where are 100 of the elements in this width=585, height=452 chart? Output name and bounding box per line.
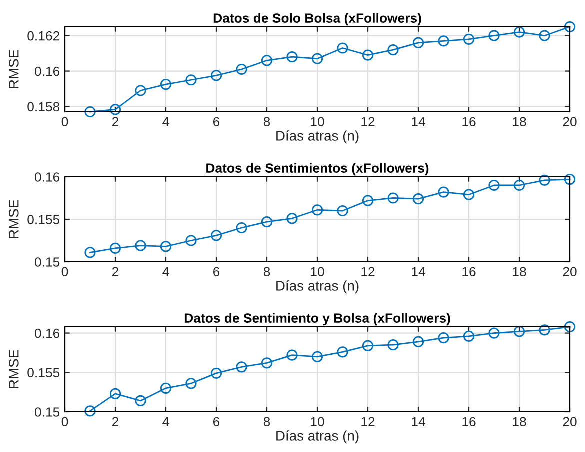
point — [236, 222, 248, 234]
point — [186, 235, 197, 246]
x-tick-label: 0 — [62, 117, 68, 127]
point — [463, 34, 475, 45]
point — [337, 205, 348, 217]
x-axis-title: Días atras (n) — [276, 430, 359, 444]
x-tick-label: 10 — [311, 117, 324, 127]
x-tick-label: 2 — [112, 417, 119, 426]
x-tick-label: 18 — [513, 417, 526, 427]
point — [337, 42, 348, 54]
x-tick-label: 0 — [62, 417, 68, 427]
x-tick-label: 4 — [162, 267, 170, 276]
point — [84, 106, 96, 118]
point — [362, 50, 374, 61]
chart-title: Datos de Solo Bolsa (xFollowers) — [214, 13, 422, 26]
point — [135, 85, 146, 96]
point — [438, 332, 450, 344]
point — [412, 37, 424, 48]
point — [160, 241, 172, 252]
x-tick-label: 4 — [162, 417, 170, 426]
y-tick-label: 0.15 — [34, 408, 60, 417]
point — [362, 195, 374, 206]
point — [286, 52, 298, 63]
point — [388, 44, 399, 56]
chart-title: Datos de Sentimientos (xFollowers) — [206, 163, 429, 176]
point — [539, 174, 550, 186]
point — [261, 55, 273, 66]
point — [186, 74, 197, 86]
point — [539, 324, 550, 336]
x-tick-label: 20 — [563, 117, 577, 127]
x-tick-label: 0 — [62, 267, 68, 277]
x-tick-label: 6 — [214, 417, 220, 427]
point — [463, 189, 475, 200]
point — [388, 340, 399, 351]
point — [514, 26, 526, 38]
x-tick-label: 12 — [362, 117, 375, 126]
x-tick-label: 18 — [513, 267, 526, 277]
point — [564, 21, 576, 33]
point — [312, 53, 324, 64]
y-tick-label: 0.162 — [28, 31, 60, 41]
x-tick-label: 2 — [112, 267, 119, 276]
x-tick-label: 4 — [162, 117, 170, 126]
y-tick-label: 0.16 — [34, 328, 60, 338]
point — [488, 30, 500, 42]
point — [110, 388, 122, 400]
x-tick-label: 14 — [412, 117, 426, 126]
point — [160, 382, 172, 394]
point — [135, 395, 146, 407]
point — [438, 36, 450, 47]
x-tick-label: 16 — [462, 117, 476, 127]
point — [286, 350, 298, 361]
point — [488, 328, 500, 339]
point — [110, 104, 122, 116]
point — [337, 346, 348, 358]
point — [261, 216, 273, 228]
point — [362, 340, 374, 352]
x-tick-label: 8 — [264, 417, 270, 427]
point — [286, 213, 298, 224]
y-tick-label: 0.155 — [28, 368, 60, 378]
x-tick-label: 16 — [462, 267, 476, 277]
point — [261, 358, 273, 369]
x-tick-label: 10 — [311, 417, 324, 427]
point — [564, 321, 576, 333]
point — [236, 362, 248, 373]
point — [438, 186, 450, 198]
point — [84, 406, 96, 417]
x-tick-label: 10 — [311, 267, 324, 277]
x-tick-label: 6 — [214, 117, 220, 127]
chart-title: Datos de Sentimiento y Bolsa (xFollowers) — [184, 313, 450, 326]
point — [514, 326, 526, 338]
point — [160, 78, 172, 90]
x-axis-title: Días atras (n) — [276, 280, 359, 294]
point — [539, 30, 550, 42]
point — [488, 180, 500, 192]
point — [110, 242, 122, 254]
x-tick-label: 12 — [362, 267, 375, 276]
y-axis-title: RMSE — [8, 350, 19, 388]
x-tick-label: 12 — [362, 417, 375, 426]
point — [84, 247, 96, 258]
point — [514, 180, 526, 192]
x-tick-label: 16 — [462, 417, 476, 427]
x-tick-label: 14 — [412, 417, 426, 426]
x-axis-title: Días atras (n) — [276, 130, 359, 144]
point — [210, 70, 222, 82]
point — [564, 174, 576, 186]
y-axis-title: RMSE — [8, 200, 19, 238]
point — [135, 240, 146, 252]
point — [236, 64, 248, 76]
point — [210, 368, 222, 379]
y-tick-label: 0.16 — [34, 66, 60, 76]
point — [312, 204, 324, 216]
point — [412, 336, 424, 348]
x-tick-label: 14 — [412, 267, 426, 276]
y-tick-label: 0.158 — [28, 102, 60, 112]
x-tick-label: 20 — [563, 417, 577, 427]
x-tick-label: 8 — [264, 117, 270, 127]
y-tick-label: 0.16 — [34, 172, 60, 182]
x-tick-label: 20 — [563, 267, 577, 277]
y-tick-label: 0.15 — [34, 258, 60, 267]
point — [463, 330, 475, 342]
